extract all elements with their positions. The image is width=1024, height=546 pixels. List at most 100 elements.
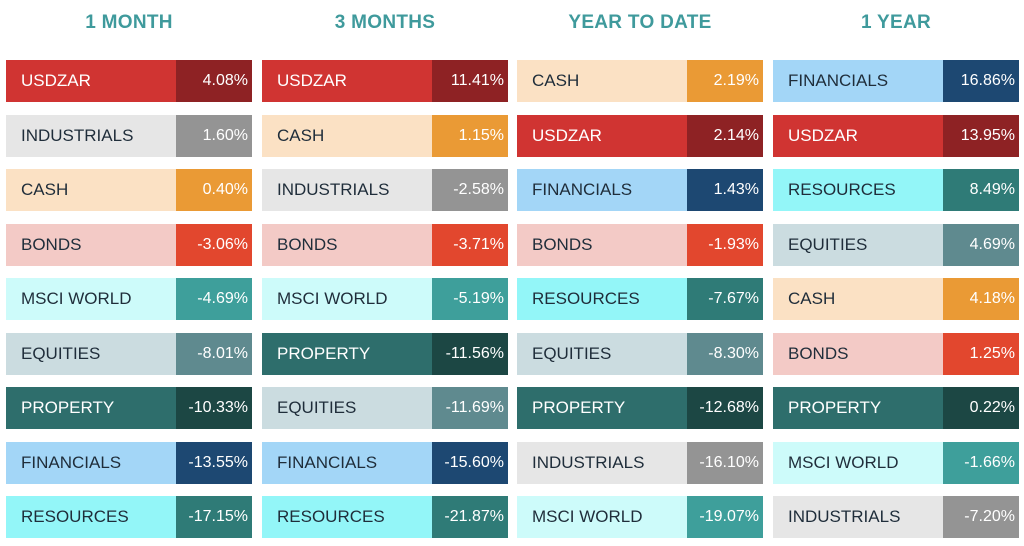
- return-value: -4.69%: [176, 278, 252, 320]
- asset-label: CASH: [773, 278, 943, 320]
- return-value: 4.18%: [943, 278, 1019, 320]
- return-value: -8.01%: [176, 332, 252, 375]
- asset-label: INDUSTRIALS: [6, 114, 176, 157]
- column-header: YEAR TO DATE: [568, 12, 712, 33]
- table-row: FINANCIALS -13.55%: [6, 441, 252, 484]
- return-value: -7.20%: [943, 496, 1019, 538]
- asset-label: PROPERTY: [262, 332, 432, 375]
- return-value: -3.06%: [176, 223, 252, 266]
- table-row: FINANCIALS 1.43%: [517, 169, 763, 211]
- asset-label: USDZAR: [6, 60, 176, 102]
- asset-label: CASH: [6, 169, 176, 211]
- table-row: CASH 0.40%: [6, 169, 252, 211]
- table-row: INDUSTRIALS 1.60%: [6, 114, 252, 157]
- asset-label: BONDS: [262, 223, 432, 266]
- return-value: -1.93%: [687, 223, 763, 266]
- table-row: CASH 4.18%: [773, 278, 1019, 320]
- table-row: EQUITIES -8.30%: [517, 332, 763, 375]
- return-value: -15.60%: [432, 441, 508, 484]
- table-row: CASH 2.19%: [517, 60, 763, 102]
- table-row: USDZAR 11.41%: [262, 60, 508, 102]
- table-row: USDZAR 4.08%: [6, 60, 252, 102]
- asset-label: FINANCIALS: [262, 441, 432, 484]
- asset-label: USDZAR: [773, 114, 943, 157]
- asset-label: BONDS: [517, 223, 687, 266]
- table-row: FINANCIALS -15.60%: [262, 441, 508, 484]
- return-value: -7.67%: [687, 278, 763, 320]
- table-row: USDZAR 2.14%: [517, 114, 763, 157]
- return-value: -17.15%: [176, 496, 252, 538]
- return-value: -2.58%: [432, 169, 508, 211]
- return-value: -10.33%: [176, 387, 252, 429]
- table-row: MSCI WORLD -4.69%: [6, 278, 252, 320]
- return-value: 1.43%: [687, 169, 763, 211]
- asset-label: RESOURCES: [262, 496, 432, 538]
- return-value: -13.55%: [176, 441, 252, 484]
- table-row: FINANCIALS 16.86%: [773, 60, 1019, 102]
- return-value: 1.25%: [943, 332, 1019, 375]
- table-row: RESOURCES -21.87%: [262, 496, 508, 538]
- asset-label: MSCI WORLD: [773, 441, 943, 484]
- asset-label: CASH: [517, 60, 687, 102]
- column-3-months: 3 MONTHS USDZAR 11.41% CASH 1.15% INDUSTRIAL…: [262, 0, 508, 538]
- asset-label: PROPERTY: [6, 387, 176, 429]
- table-row: CASH 1.15%: [262, 114, 508, 157]
- column-header: 3 MONTHS: [334, 12, 436, 33]
- return-value: 16.86%: [943, 60, 1019, 102]
- asset-label: USDZAR: [517, 114, 687, 157]
- return-value: -3.71%: [432, 223, 508, 266]
- column-year-to-date: YEAR TO DATE CASH 2.19% USDZAR 2.14% FINANCI…: [517, 0, 763, 538]
- return-value: -12.68%: [687, 387, 763, 429]
- asset-label: EQUITIES: [6, 332, 176, 375]
- asset-label: RESOURCES: [773, 169, 943, 211]
- column-header: 1 YEAR: [860, 12, 932, 33]
- table-row: PROPERTY 0.22%: [773, 387, 1019, 429]
- asset-label: EQUITIES: [262, 387, 432, 429]
- return-value: 1.15%: [432, 114, 508, 157]
- table-row: MSCI WORLD -19.07%: [517, 496, 763, 538]
- table-row: MSCI WORLD -1.66%: [773, 441, 1019, 484]
- table-row: EQUITIES 4.69%: [773, 223, 1019, 266]
- return-value: 2.19%: [687, 60, 763, 102]
- return-value: -21.87%: [432, 496, 508, 538]
- table-row: RESOURCES 8.49%: [773, 169, 1019, 211]
- return-value: 11.41%: [432, 60, 508, 102]
- return-value: 2.14%: [687, 114, 763, 157]
- return-value: -11.56%: [432, 332, 508, 375]
- return-value: 13.95%: [943, 114, 1019, 157]
- asset-label: INDUSTRIALS: [262, 169, 432, 211]
- table-row: EQUITIES -11.69%: [262, 387, 508, 429]
- return-value: -19.07%: [687, 496, 763, 538]
- asset-label: MSCI WORLD: [517, 496, 687, 538]
- return-value: 0.22%: [943, 387, 1019, 429]
- table-row: INDUSTRIALS -2.58%: [262, 169, 508, 211]
- asset-label: BONDS: [773, 332, 943, 375]
- table-row: INDUSTRIALS -7.20%: [773, 496, 1019, 538]
- asset-label: RESOURCES: [6, 496, 176, 538]
- return-value: -1.66%: [943, 441, 1019, 484]
- return-value: 4.69%: [943, 223, 1019, 266]
- asset-label: EQUITIES: [773, 223, 943, 266]
- asset-label: PROPERTY: [773, 387, 943, 429]
- column-header: 1 MONTH: [85, 12, 173, 33]
- asset-label: MSCI WORLD: [262, 278, 432, 320]
- asset-label: PROPERTY: [517, 387, 687, 429]
- table-row: PROPERTY -12.68%: [517, 387, 763, 429]
- table-row: USDZAR 13.95%: [773, 114, 1019, 157]
- return-value: -8.30%: [687, 332, 763, 375]
- table-row: RESOURCES -7.67%: [517, 278, 763, 320]
- return-value: 1.60%: [176, 114, 252, 157]
- asset-label: INDUSTRIALS: [773, 496, 943, 538]
- return-value: -11.69%: [432, 387, 508, 429]
- asset-label: MSCI WORLD: [6, 278, 176, 320]
- table-row: PROPERTY -10.33%: [6, 387, 252, 429]
- table-row: RESOURCES -17.15%: [6, 496, 252, 538]
- asset-label: EQUITIES: [517, 332, 687, 375]
- asset-label: FINANCIALS: [6, 441, 176, 484]
- table-row: BONDS -1.93%: [517, 223, 763, 266]
- asset-label: FINANCIALS: [773, 60, 943, 102]
- return-value: 8.49%: [943, 169, 1019, 211]
- asset-label: USDZAR: [262, 60, 432, 102]
- column-1-year: 1 YEAR FINANCIALS 16.86% USDZAR 13.95% RESOU…: [773, 0, 1019, 538]
- table-row: EQUITIES -8.01%: [6, 332, 252, 375]
